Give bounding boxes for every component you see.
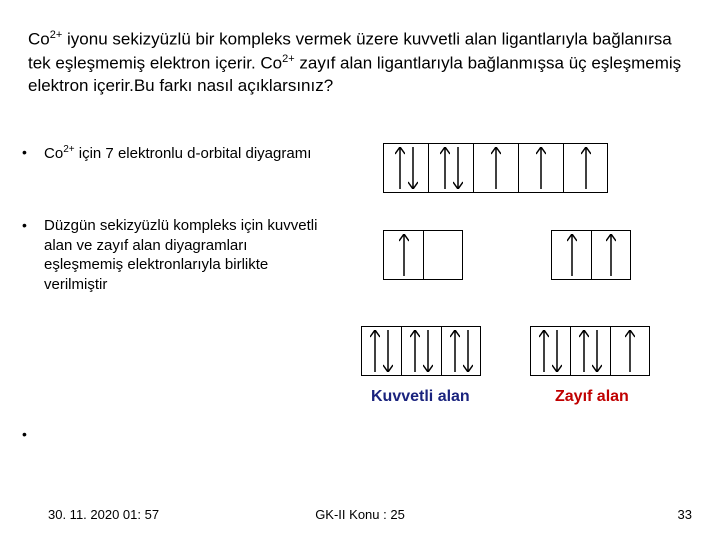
arrow-up-icon — [450, 330, 460, 372]
bullet-dot: • — [22, 425, 44, 443]
orbital-box — [563, 143, 608, 193]
orbital-box — [591, 230, 631, 280]
orbital-diagram-weak_lower — [530, 326, 650, 376]
arrow-up-icon — [581, 147, 591, 189]
footer-date: 30. 11. 2020 01: 57 — [48, 507, 159, 522]
t1s: 2+ — [50, 29, 63, 41]
t1: Co — [28, 30, 50, 49]
weak-field-label: Zayıf alan — [555, 388, 629, 406]
orbital-diagram-strong_upper — [383, 230, 463, 280]
bullet-2: • Düzgün sekizyüzlü kompleks için kuvvet… — [22, 216, 322, 294]
arrow-up-icon — [625, 330, 635, 372]
arrow-down-icon — [463, 330, 473, 372]
footer-center: GK-II Konu : 25 — [315, 507, 405, 522]
orbital-diagram-weak_upper — [551, 230, 631, 280]
b1-sup: 2+ — [63, 144, 74, 155]
b1-pre: Co — [44, 145, 63, 162]
arrow-down-icon — [592, 330, 602, 372]
arrow-up-icon — [539, 330, 549, 372]
bullet-2-text: Düzgün sekizyüzlü kompleks için kuvvetli… — [44, 216, 322, 294]
footer-page: 33 — [678, 507, 692, 522]
orbital-box — [570, 326, 610, 376]
arrow-down-icon — [552, 330, 562, 372]
strong-field-label: Kuvvetli alan — [371, 388, 470, 406]
arrow-up-icon — [579, 330, 589, 372]
arrow-up-icon — [567, 234, 577, 276]
b1-post: için 7 elektronlu d-orbital diyagramı — [75, 145, 312, 162]
orbital-box — [383, 143, 428, 193]
orbital-box — [551, 230, 591, 280]
orbital-box — [383, 230, 423, 280]
arrow-up-icon — [410, 330, 420, 372]
question-title: Co2+ iyonu sekizyüzlü bir kompleks verme… — [28, 28, 692, 98]
bullet-dot: • — [22, 216, 44, 234]
arrow-up-icon — [606, 234, 616, 276]
orbital-diagram-strong_lower — [361, 326, 481, 376]
arrow-up-icon — [536, 147, 546, 189]
orbital-diagram-top — [383, 143, 608, 193]
t2s: 2+ — [282, 53, 295, 65]
orbital-box — [428, 143, 473, 193]
arrow-down-icon — [453, 147, 463, 189]
arrow-down-icon — [423, 330, 433, 372]
orbital-box — [401, 326, 441, 376]
bullet-3-empty: • — [22, 425, 44, 443]
orbital-box — [518, 143, 563, 193]
orbital-box — [473, 143, 518, 193]
arrow-up-icon — [370, 330, 380, 372]
arrow-down-icon — [383, 330, 393, 372]
orbital-box — [530, 326, 570, 376]
arrow-up-icon — [395, 147, 405, 189]
bullet-1: • Co2+ için 7 elektronlu d-orbital diyag… — [22, 143, 322, 164]
orbital-box — [610, 326, 650, 376]
arrow-down-icon — [408, 147, 418, 189]
bullet-1-text: Co2+ için 7 elektronlu d-orbital diyagra… — [44, 143, 311, 164]
arrow-up-icon — [440, 147, 450, 189]
arrow-up-icon — [491, 147, 501, 189]
orbital-box — [441, 326, 481, 376]
orbital-box — [361, 326, 401, 376]
orbital-box — [423, 230, 463, 280]
bullet-dot: • — [22, 143, 44, 161]
arrow-up-icon — [399, 234, 409, 276]
